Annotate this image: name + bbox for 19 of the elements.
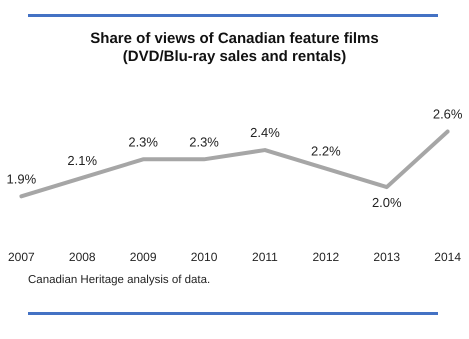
data-label: 2.3% [189,134,220,150]
x-tick-label: 2009 [130,250,157,264]
data-label: 2.3% [128,134,158,150]
data-label: 2.6% [432,106,463,122]
x-tick-label: 2008 [68,250,96,264]
text: (DVD/Blu-ray sales and rentals) [122,48,346,66]
x-tick-label: 2012 [312,250,340,264]
x-tick-label: 2007 [8,250,36,264]
data-label: 1.9% [6,171,37,186]
x-tick-label: 2011 [252,250,278,264]
text: Canadian Heritage analysis of data. [28,273,212,288]
x-tick-label: 2013 [373,250,400,264]
data-label: 2.2% [311,144,342,159]
x-tick-label: 2010 [190,250,218,264]
data-label: 2.4% [250,125,280,140]
data-label: 2.0% [372,195,402,210]
x-tick-label: 2014 [434,250,462,264]
data-label: 2.1% [67,152,98,168]
text: Share of views of Canadian feature films [90,30,379,48]
